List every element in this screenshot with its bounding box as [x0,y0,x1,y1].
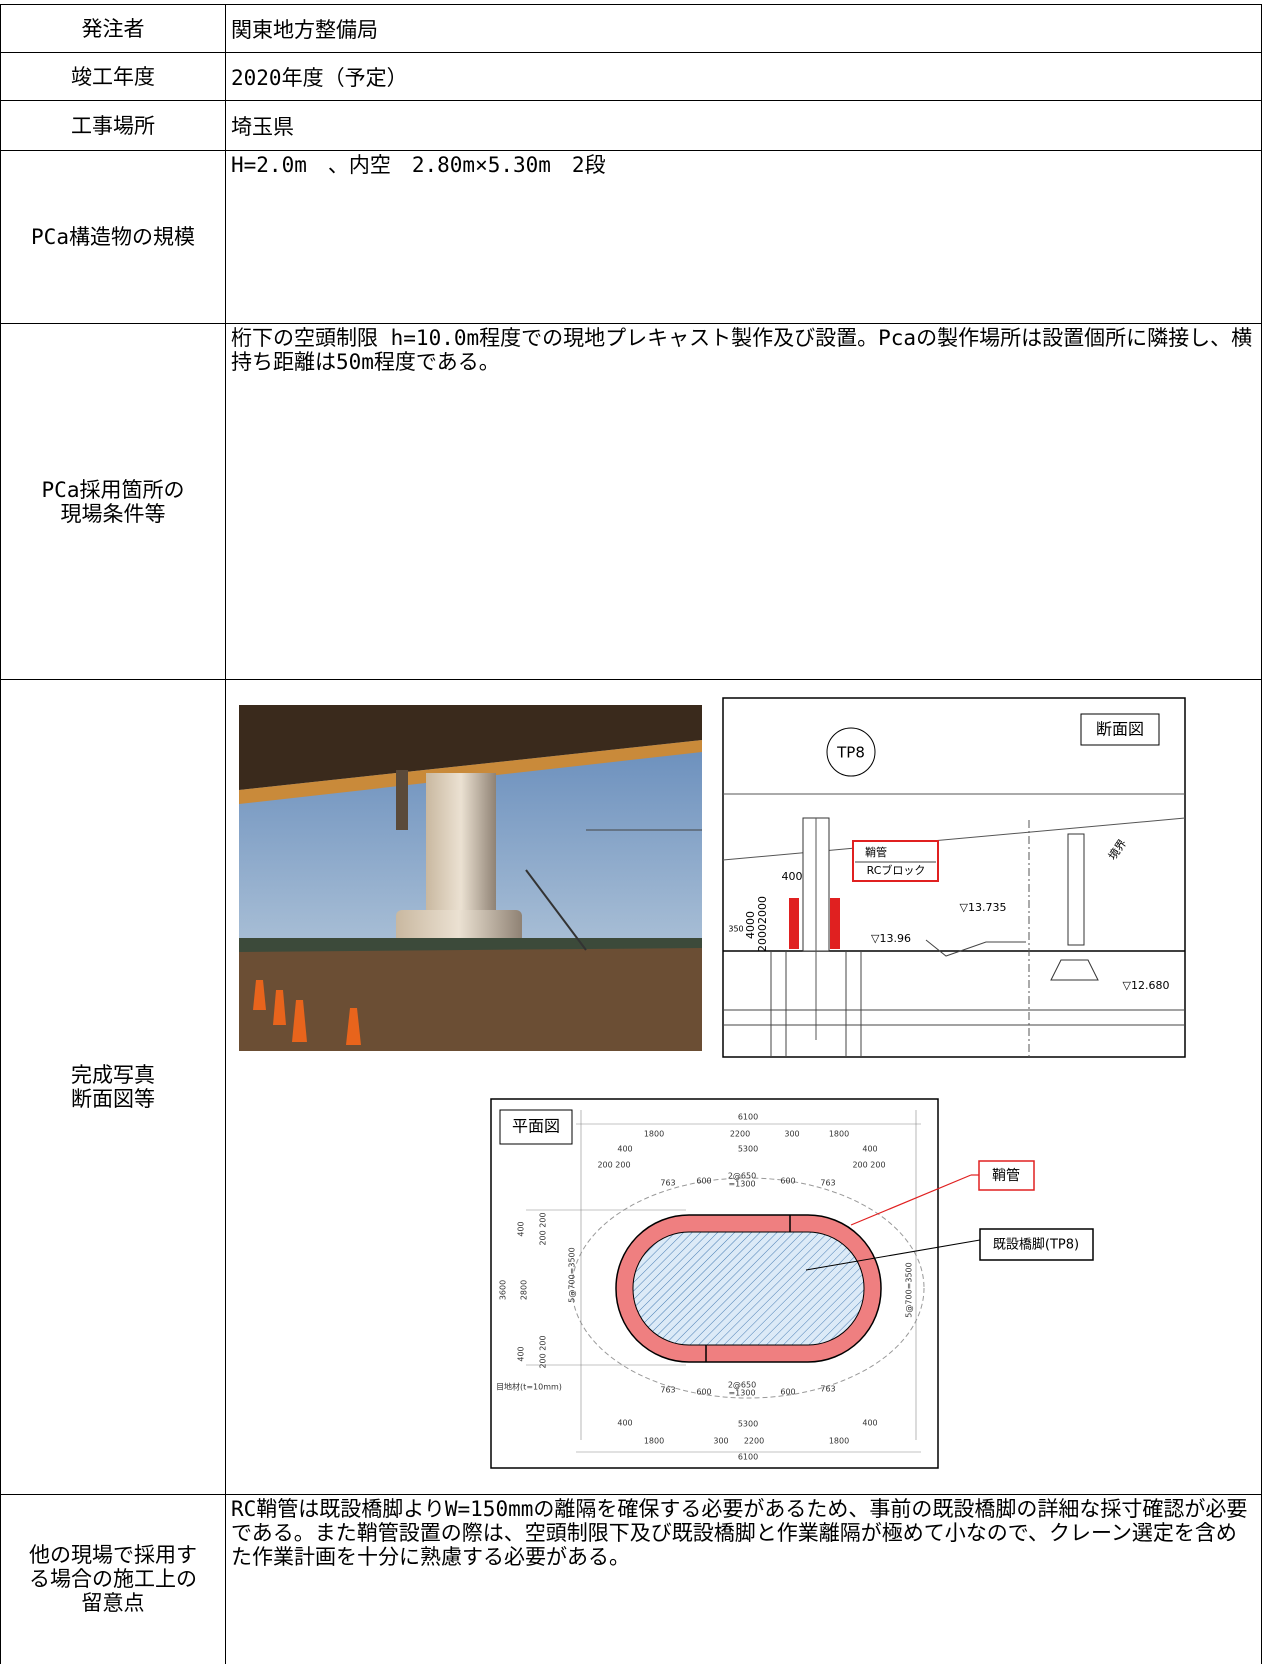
dimension: =1300 [728,1180,755,1189]
row: 工事場所 埼玉県 [0,100,1262,151]
dimension: 2800 [520,1280,529,1300]
dimension: 400 [782,870,803,883]
dimension: 300 [713,1437,728,1446]
dimension: 763 [660,1386,675,1395]
dimension: 400 [862,1419,877,1428]
dimension: 5300 [738,1420,758,1429]
joint-label: 目地材(t=10mm) [496,1382,562,1392]
dimension: 200 200 [539,1335,548,1368]
row: 完成写真 断面図等 断面図 TP8 鞘管 RCブロック 400 4000 200… [0,679,1262,1495]
dimension: 3600 [499,1280,508,1300]
dimension: 400 [617,1419,632,1428]
dimension: 763 [820,1385,835,1394]
dimension: 5300 [738,1145,758,1154]
dimension: 1800 [644,1437,664,1446]
dimension: 600 [696,1177,711,1186]
value-cell: RC鞘管は既設橋脚よりW=150mmの離隔を確保する必要があるため、事前の既設橋… [225,1494,1262,1664]
drawing-title: 平面図 [512,1117,560,1136]
section-drawing: 断面図 TP8 鞘管 RCブロック 400 4000 2000 2000 350… [722,697,1186,1058]
row: PCa構造物の規模 H=2.0m 、内空 2.80m×5.30m 2段 [0,150,1262,324]
dimension: 2@650 [728,1381,756,1390]
label-cell: 竣工年度 [0,52,226,101]
label-cell: 工事場所 [0,100,226,151]
dimension: 1800 [829,1130,849,1139]
dimension: 350 [728,925,743,934]
dimension: 1800 [829,1437,849,1446]
dimension: 600 [696,1388,711,1397]
value-cell: 関東地方整備局 [225,4,1262,53]
dimension: 2000 [756,924,769,952]
dimension: 763 [660,1179,675,1188]
callout: 鞘管 [865,845,887,859]
dimension: 600 [780,1388,795,1397]
dimension: 600 [780,1177,795,1186]
value-cell: 桁下の空頭制限 h=10.0m程度での現地プレキャスト製作及び設置。Pcaの製作… [225,323,1262,680]
drawing-title: 断面図 [1096,720,1144,739]
value-cell: 埼玉県 [225,100,1262,151]
value-cell: H=2.0m 、内空 2.80m×5.30m 2段 [225,150,1262,324]
pier-label: TP8 [836,744,865,762]
label-cell: 他の現場で採用す る場合の施工上の 留意点 [0,1494,226,1664]
row: 竣工年度 2020年度（予定） [0,52,1262,101]
dimension: 5@700=3500 [905,1262,914,1317]
dimension: =1300 [728,1389,755,1398]
label-cell: PCa構造物の規模 [0,150,226,324]
dimension: 4000 [744,911,757,939]
row: 他の現場で採用す る場合の施工上の 留意点 RC鞘管は既設橋脚よりW=150mmの… [0,1494,1262,1664]
level: ▽12.680 [1123,979,1170,992]
callout: 鞘管 [992,1168,1020,1184]
dimension: 200 200 [597,1161,630,1170]
dimension: 6100 [738,1113,758,1122]
dimension: 2200 [744,1437,764,1446]
level: ▽13.96 [871,932,911,945]
dimension: 400 [517,1221,526,1236]
label-cell: PCa採用箇所の 現場条件等 [0,323,226,680]
dimension: 5@700=3500 [568,1247,577,1302]
figures: 断面図 TP8 鞘管 RCブロック 400 4000 2000 2000 350… [239,697,1186,1469]
level: ▽13.735 [960,901,1007,914]
label-cell: 完成写真 断面図等 [0,679,226,1495]
dimension: 400 [617,1145,632,1154]
dimension: 763 [820,1179,835,1188]
dimension: 300 [784,1130,799,1139]
dimension: 2000 [756,896,769,924]
label-cell: 発注者 [0,4,226,53]
dimension: 400 [517,1346,526,1361]
value-cell: 2020年度（予定） [225,52,1262,101]
figure-cell: 断面図 TP8 鞘管 RCブロック 400 4000 2000 2000 350… [225,679,1262,1495]
callout: 既設橋脚(TP8) [993,1237,1079,1253]
dimension: 200 200 [852,1161,885,1170]
dimension: 1800 [644,1130,664,1139]
callout: RCブロック [867,863,926,877]
info-table: 発注者 関東地方整備局 竣工年度 2020年度（予定） 工事場所 埼玉県 PCa構造物… [0,4,1262,1664]
dimension: 400 [862,1145,877,1154]
dimension: 200 200 [539,1212,548,1245]
plan-drawing: 平面図 鞘管 既設橋脚(TP8) 目地材(t=10mm) [490,1098,1094,1469]
dimension: 6100 [738,1453,758,1462]
row: 発注者 関東地方整備局 [0,4,1262,53]
row: PCa採用箇所の 現場条件等 桁下の空頭制限 h=10.0m程度での現地プレキャス… [0,323,1262,680]
dimension: 2200 [730,1130,750,1139]
dimension: 2@650 [728,1172,756,1181]
photo [239,705,702,1051]
